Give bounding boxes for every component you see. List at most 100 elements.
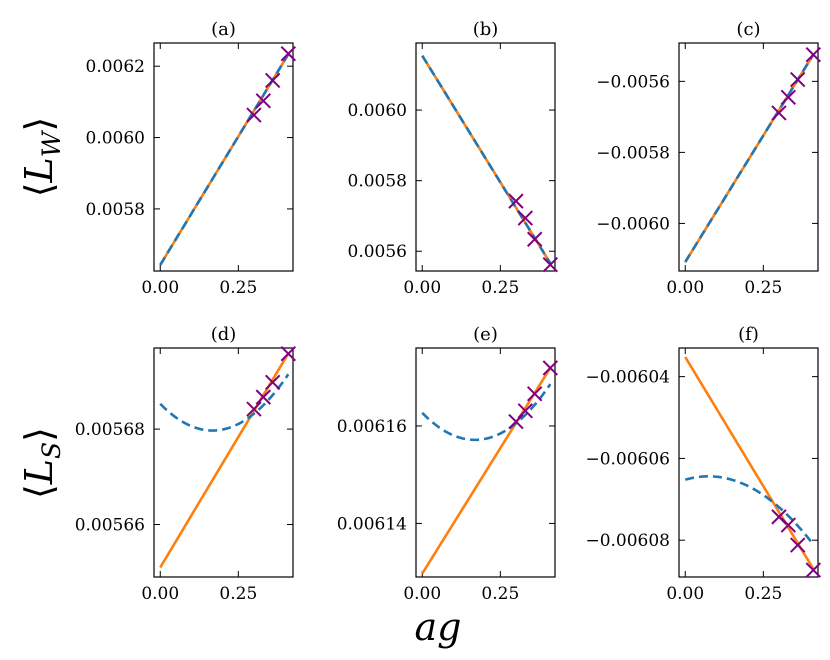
data-point-marker — [771, 105, 787, 121]
plot-frame — [415, 42, 556, 272]
y-tick-label: 0.0060 — [348, 101, 407, 121]
y-tick-label: 0.00616 — [337, 417, 407, 437]
marker-stroke — [255, 93, 272, 109]
y-tick-label: 0.00566 — [75, 516, 145, 536]
y-tick-label: 0.0056 — [348, 242, 407, 262]
x-tick-label: 0.25 — [481, 278, 519, 298]
linear-fit-line — [421, 367, 552, 575]
panel-b: (b) 0.00 0.25 0.0056 0.0058 0.0060 — [348, 19, 559, 298]
y-tick-label: 0.00568 — [75, 420, 145, 440]
data-point-marker — [264, 72, 281, 89]
marker-stroke — [542, 360, 559, 376]
y-tick-label: 0.0058 — [86, 200, 145, 220]
plot-frame — [678, 42, 819, 272]
marker-stroke — [780, 517, 797, 533]
x-axis-label: ag — [415, 605, 462, 649]
plot-area — [159, 53, 290, 266]
data-point-marker — [526, 386, 543, 402]
marker-stroke — [264, 72, 281, 89]
quadratic-fit-line — [684, 475, 815, 546]
x-tick-label: 0.00 — [403, 278, 441, 298]
panel-title-d: (d) — [211, 324, 237, 345]
plot-area — [421, 367, 552, 575]
data-point-marker — [526, 231, 543, 247]
data-point-marker — [246, 401, 262, 417]
panel-c: (c) 0.00 0.25 −0.0060 −0.0058 −0.0056 — [596, 19, 822, 298]
marker-stroke — [508, 193, 524, 209]
y-tick-label: −0.00606 — [585, 449, 670, 469]
marker-stroke — [264, 374, 281, 391]
plot-frame — [415, 347, 556, 578]
marker-stroke — [542, 256, 559, 273]
y-tick-label: −0.0058 — [596, 143, 670, 163]
data-point-marker — [255, 93, 272, 109]
linear-fit-line — [159, 53, 290, 266]
data-point-marker — [246, 107, 262, 123]
quadratic-fit-line — [684, 53, 815, 263]
data-point-marker — [264, 374, 281, 391]
marker-stroke — [517, 403, 534, 419]
data-point-marker — [508, 193, 524, 209]
data-point-marker — [280, 45, 297, 62]
marker-stroke — [780, 89, 797, 106]
y-tick-label: −0.0060 — [596, 214, 670, 234]
marker-stroke — [789, 71, 806, 88]
marker-stroke — [789, 537, 806, 553]
data-point-marker — [780, 89, 797, 106]
data-point-marker — [280, 346, 297, 362]
panel-title-e: (e) — [473, 324, 498, 345]
marker-stroke — [771, 509, 787, 525]
x-tick-label: 0.25 — [219, 278, 257, 298]
marker-stroke — [526, 231, 543, 247]
x-tick-label: 0.25 — [481, 584, 519, 604]
quadratic-fit-line — [421, 54, 552, 265]
y-tick-label: 0.0062 — [86, 57, 145, 77]
quadratic-fit-line — [159, 373, 290, 432]
data-point-marker — [517, 403, 534, 419]
data-point-marker — [542, 256, 559, 273]
y-tick-label: 0.0058 — [348, 172, 407, 192]
plot-area — [421, 54, 552, 265]
data-point-marker — [780, 517, 797, 533]
x-tick-label: 0.00 — [141, 278, 179, 298]
marker-stroke — [246, 401, 262, 417]
marker-stroke — [246, 107, 262, 123]
row-label-lw: ⟨LW⟩ — [17, 117, 66, 198]
y-tick-label: −0.0056 — [596, 72, 670, 92]
data-point-marker — [789, 71, 806, 88]
x-tick-label: 0.00 — [666, 584, 704, 604]
y-tick-label: 0.00614 — [337, 514, 407, 534]
data-point-marker — [517, 210, 534, 226]
marker-stroke — [255, 389, 272, 405]
x-tick-label: 0.00 — [141, 584, 179, 604]
panel-f: (f) 0.00 0.25 −0.00608 −0.00606 −0.00604 — [585, 324, 822, 604]
plot-area — [684, 53, 815, 263]
panel-e: (e) 0.00 0.25 0.00614 0.00616 — [337, 324, 559, 604]
data-point-marker — [805, 47, 822, 63]
x-tick-label: 0.00 — [403, 584, 441, 604]
y-tick-label: 0.0060 — [86, 129, 145, 149]
quadratic-fit-line — [421, 383, 552, 442]
y-tick-label: −0.00604 — [585, 368, 670, 388]
data-point-marker — [255, 389, 272, 405]
data-point-marker — [542, 360, 559, 376]
plot-frame — [678, 347, 819, 578]
marker-stroke — [280, 45, 297, 62]
panel-title-a: (a) — [211, 19, 236, 40]
plot-frame — [153, 42, 294, 272]
marker-stroke — [280, 346, 297, 362]
data-point-marker — [789, 537, 806, 553]
panel-title-b: (b) — [473, 19, 499, 40]
marker-stroke — [805, 47, 822, 63]
linear-fit-line — [684, 356, 815, 570]
plot-frame — [153, 347, 294, 578]
panel-a: (a) 0.00 0.25 0.0058 0.0060 0.0062 — [86, 19, 297, 298]
row-label-ls: ⟨LS⟩ — [17, 427, 66, 499]
x-tick-label: 0.25 — [219, 584, 257, 604]
x-tick-label: 0.00 — [666, 278, 704, 298]
marker-stroke — [805, 562, 822, 578]
x-tick-label: 0.25 — [744, 584, 782, 604]
panel-title-c: (c) — [736, 19, 760, 40]
y-tick-label: −0.00608 — [585, 531, 670, 551]
